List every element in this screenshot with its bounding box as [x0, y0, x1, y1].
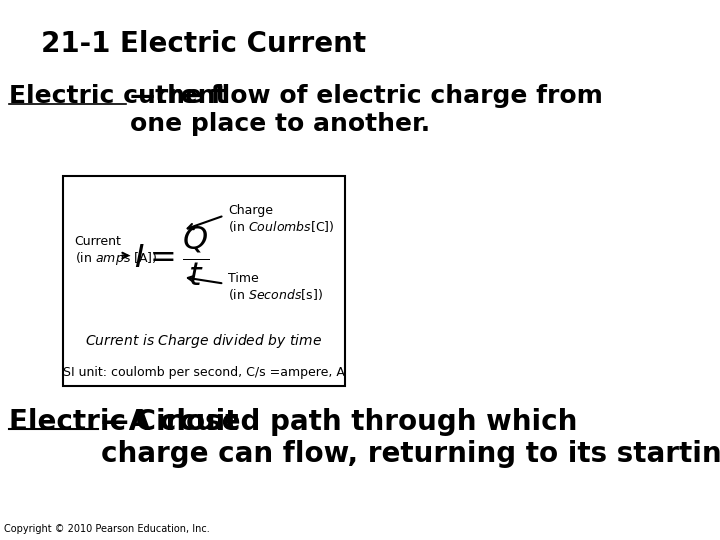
Text: Charge
(in $\it{Coulombs}$[C]): Charge (in $\it{Coulombs}$[C]) [228, 204, 334, 234]
Text: Current
(in $\it{amps}$ [A]): Current (in $\it{amps}$ [A]) [75, 235, 157, 267]
Text: SI unit: coulomb per second, C/s =ampere, A: SI unit: coulomb per second, C/s =ampere… [63, 366, 345, 379]
Text: $\it{Current\ is\ Charge\ divided\ by\ time}$: $\it{Current\ is\ Charge\ divided\ by\ t… [86, 332, 323, 350]
Text: 21-1 Electric Current: 21-1 Electric Current [41, 30, 366, 58]
Text: Electric current: Electric current [9, 84, 228, 107]
FancyBboxPatch shape [63, 176, 345, 386]
Text: Time
(in $\it{Seconds}$[s]): Time (in $\it{Seconds}$[s]) [228, 272, 323, 302]
Text: —the flow of electric charge from
one place to another.: —the flow of electric charge from one pl… [130, 84, 603, 136]
Text: Electric Circuit: Electric Circuit [9, 408, 238, 436]
Text: —A closed path through which
charge can flow, returning to its starting point: —A closed path through which charge can … [101, 408, 720, 468]
Text: Copyright © 2010 Pearson Education, Inc.: Copyright © 2010 Pearson Education, Inc. [4, 523, 210, 534]
Text: $I = \dfrac{Q}{t}$: $I = \dfrac{Q}{t}$ [134, 224, 210, 287]
